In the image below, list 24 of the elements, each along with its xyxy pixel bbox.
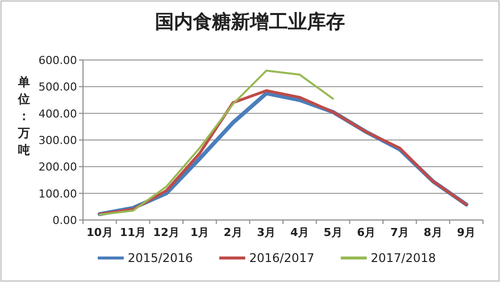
x-tick-label: 10月 bbox=[86, 226, 113, 239]
x-tick-label: 1月 bbox=[190, 226, 209, 239]
x-tick-label: 4月 bbox=[290, 226, 309, 239]
legend-label: 2016/2017 bbox=[249, 251, 314, 265]
y-tick-label: 400.00 bbox=[38, 107, 77, 120]
ylabel: 单位：万吨 bbox=[18, 75, 30, 157]
x-tick-label: 6月 bbox=[357, 226, 376, 239]
y-tick-label: 0.00 bbox=[52, 214, 77, 227]
title: 国内食糖新增工业库存 bbox=[155, 11, 345, 33]
x-tick-label: 8月 bbox=[424, 226, 442, 239]
legend-label: 2015/2016 bbox=[128, 251, 193, 265]
x-tick-label: 5月 bbox=[324, 226, 342, 239]
x-tick-label: 12月 bbox=[153, 226, 180, 239]
x-tick-label: 3月 bbox=[257, 226, 276, 239]
y-tick-label: 300.00 bbox=[38, 134, 77, 147]
legend-label: 2017/2018 bbox=[370, 251, 436, 265]
x-tick-label: 2月 bbox=[224, 226, 242, 239]
y-tick-label: 600.00 bbox=[38, 54, 77, 67]
y-tick-label: 100.00 bbox=[38, 187, 77, 200]
x-tick-label: 11月 bbox=[120, 226, 146, 239]
y-tick-label: 200.00 bbox=[38, 160, 77, 174]
x-tick-label: 7月 bbox=[390, 226, 409, 239]
x-tick-label: 9月 bbox=[457, 226, 476, 239]
y-tick-label: 500.00 bbox=[38, 80, 77, 94]
